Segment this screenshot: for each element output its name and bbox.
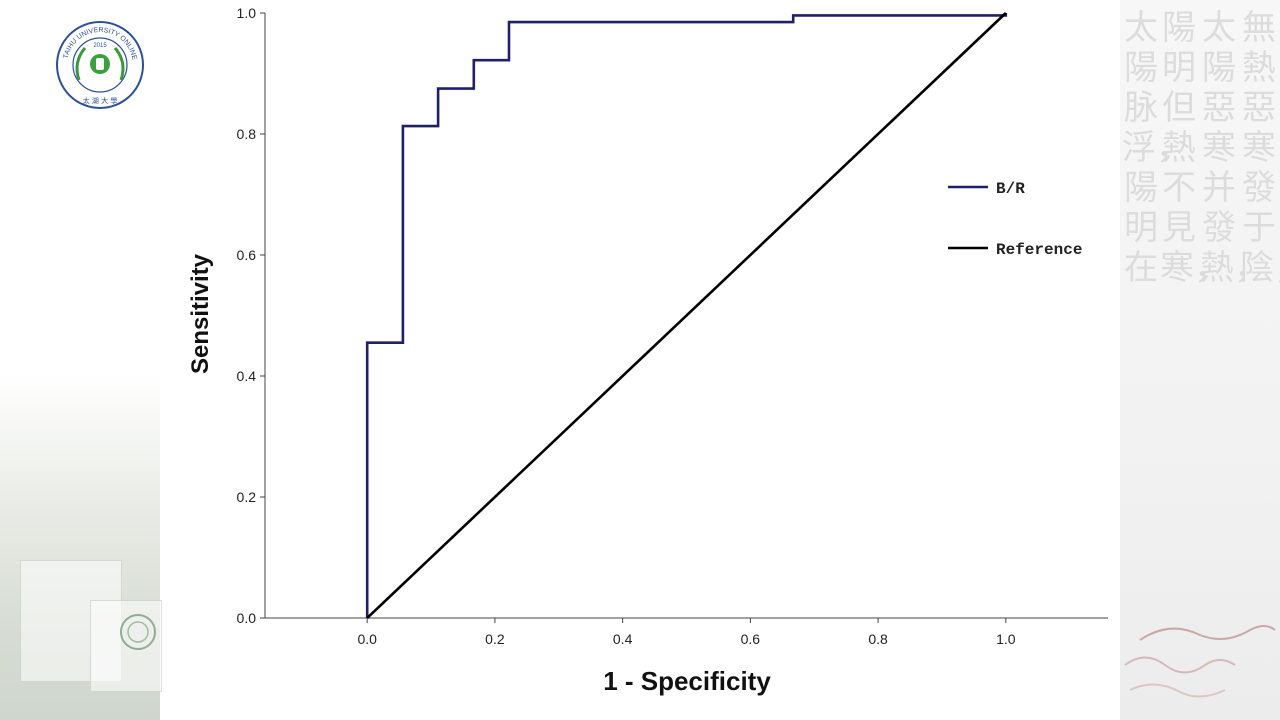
chart-legend: B/R Reference [948,180,1082,259]
y-tick-label: 0.0 [237,610,257,626]
legend-label: B/R [996,180,1025,198]
y-tick-label: 0.4 [237,368,257,384]
y-axis-label: Sensitivity [187,253,214,374]
x-tick-label: 0.4 [613,631,633,647]
cloud-ornament-icon [1124,625,1276,698]
legend-label: Reference [996,241,1082,259]
series-line-b-r [365,13,1008,618]
right-calligraphy-panel: 太陽脉浮，陽明在 陽明但熱不見寒， 太陽惡寒并發熱， 無熱惡寒發于陰， [1120,0,1280,720]
x-axis-label: 1 - Specificity [603,666,771,696]
calligraphy-column-2: 陽明但熱不見寒， [1160,8,1228,288]
y-tick-label: 0.2 [237,489,257,505]
x-tick-label: 0.6 [741,631,761,647]
x-tick-label: 0.0 [357,631,377,647]
calligraphy-column-3: 太陽惡寒并發熱， [1200,8,1268,288]
roc-chart: 0.0 0.2 0.4 0.6 0.8 1.0 0.0 0.2 0.4 0.6 0.8 1.0 B/R… [187,5,1108,696]
logo-year: 2015 [93,43,107,49]
x-tick-label: 0.2 [485,631,505,647]
calligraphy-column-4: 無熱惡寒發于陰， [1240,8,1280,288]
x-tick-label: 0.8 [868,631,888,647]
series-line-reference [366,12,1007,619]
chart-axes: 0.0 0.2 0.4 0.6 0.8 1.0 0.0 0.2 0.4 0.6 0.8 1.0 [237,5,1108,647]
decorative-plaque [90,600,162,692]
y-tick-label: 0.8 [237,126,257,142]
logo-bottom-text: 太 湖 大 學 [83,96,118,105]
left-decorative-panel [0,0,162,720]
y-tick-label: 1.0 [237,5,257,21]
small-seal-icon [120,614,156,650]
chart-series [365,12,1008,619]
calligraphy-column-1: 太陽脉浮，陽明在 [1122,8,1190,288]
x-tick-label: 1.0 [996,631,1016,647]
y-tick-label: 0.6 [237,247,257,263]
university-logo: TAIHU UNIVERSITY ONLINE 2015 太 湖 大 學 [56,21,144,109]
